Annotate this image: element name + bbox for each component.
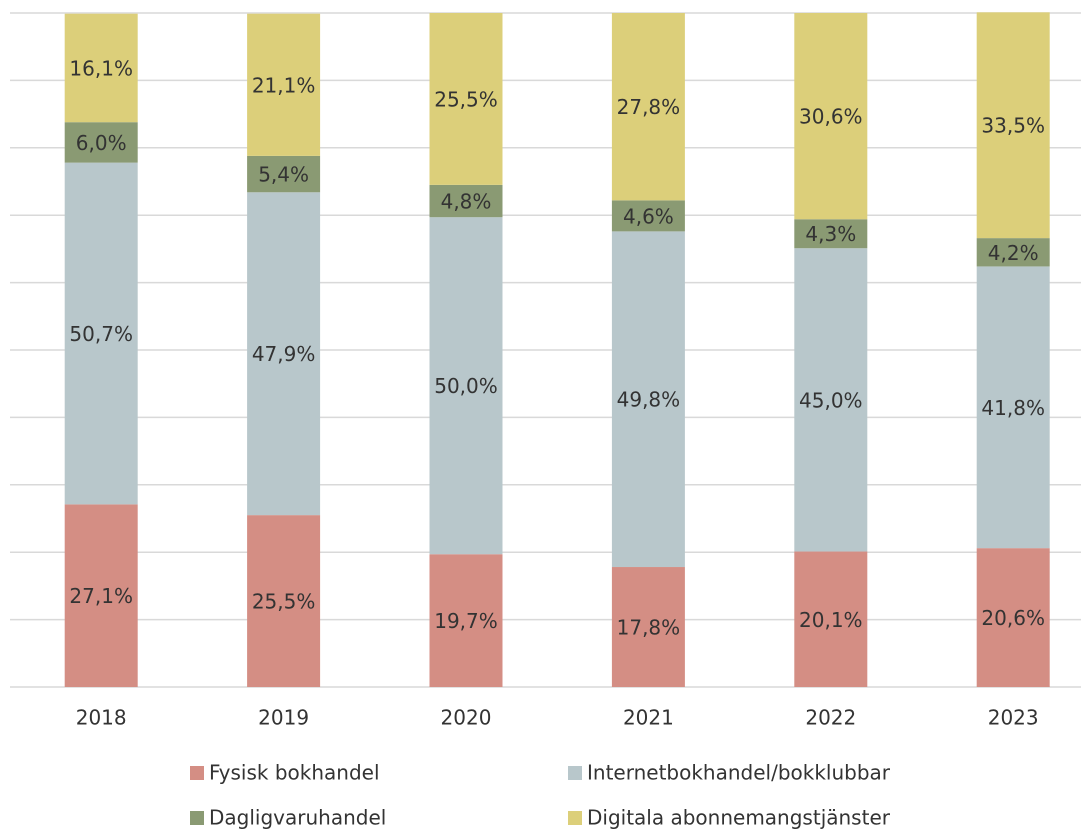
data-label: 17,8% (617, 616, 681, 640)
legend-swatch (190, 766, 204, 780)
bar-segment (247, 515, 321, 687)
bar-segment (247, 155, 321, 193)
bar-segment (64, 122, 138, 163)
data-label: 21,1% (252, 73, 316, 97)
legend-label: Digitala abonnemangstjänster (587, 806, 891, 830)
bar-segment (794, 219, 868, 249)
x-tick-label: 2022 (805, 706, 856, 730)
legend-label: Dagligvaruhandel (209, 806, 386, 830)
bar-segment (976, 266, 1050, 549)
bar-segment (429, 554, 503, 687)
bar-segment (794, 13, 868, 220)
bar-segment (429, 217, 503, 555)
bar-segment (976, 548, 1050, 687)
data-label: 25,5% (434, 87, 498, 111)
data-label: 41,8% (981, 396, 1045, 420)
data-label: 33,5% (981, 114, 1045, 138)
bar-segment (247, 192, 321, 516)
x-tick-label: 2019 (258, 706, 309, 730)
data-label: 4,2% (988, 241, 1039, 265)
bar-segment (794, 551, 868, 687)
bar-segment (247, 13, 321, 156)
data-label: 27,1% (69, 584, 133, 608)
data-label: 4,8% (441, 190, 492, 214)
data-label: 6,0% (76, 131, 127, 155)
bar-segment (611, 231, 685, 568)
data-label: 4,6% (623, 204, 674, 228)
bar-segment (611, 13, 685, 201)
data-label: 4,3% (805, 222, 856, 246)
data-label: 20,6% (981, 606, 1045, 630)
bar-segment (976, 12, 1050, 239)
bar-segment (611, 567, 685, 687)
data-label: 25,5% (252, 590, 316, 614)
bar-segment (794, 248, 868, 552)
data-label: 5,4% (258, 163, 309, 187)
data-label: 19,7% (434, 609, 498, 633)
data-label: 47,9% (252, 342, 316, 366)
legend-swatch (568, 766, 582, 780)
x-tick-label: 2021 (623, 706, 674, 730)
data-label: 45,0% (799, 388, 863, 412)
data-label: 16,1% (69, 56, 133, 80)
legend-swatch (568, 811, 582, 825)
x-tick-label: 2023 (988, 706, 1039, 730)
data-label: 50,7% (69, 322, 133, 346)
legend-swatch (190, 811, 204, 825)
data-label: 50,0% (434, 374, 498, 398)
bar-segment (429, 184, 503, 218)
bar-segment (64, 13, 138, 123)
x-tick-label: 2020 (441, 706, 492, 730)
bar-segment (976, 238, 1050, 267)
bar-segment (64, 504, 138, 687)
bar-segment (429, 13, 503, 185)
data-label: 20,1% (799, 608, 863, 632)
data-label: 27,8% (617, 95, 681, 119)
data-label: 49,8% (617, 388, 681, 412)
data-label: 30,6% (799, 105, 863, 129)
legend-label: Fysisk bokhandel (209, 761, 380, 785)
bar-segment (611, 200, 685, 232)
bar-segment (64, 162, 138, 505)
x-tick-label: 2018 (76, 706, 127, 730)
legend-label: Internetbokhandel/bokklubbar (587, 761, 891, 785)
